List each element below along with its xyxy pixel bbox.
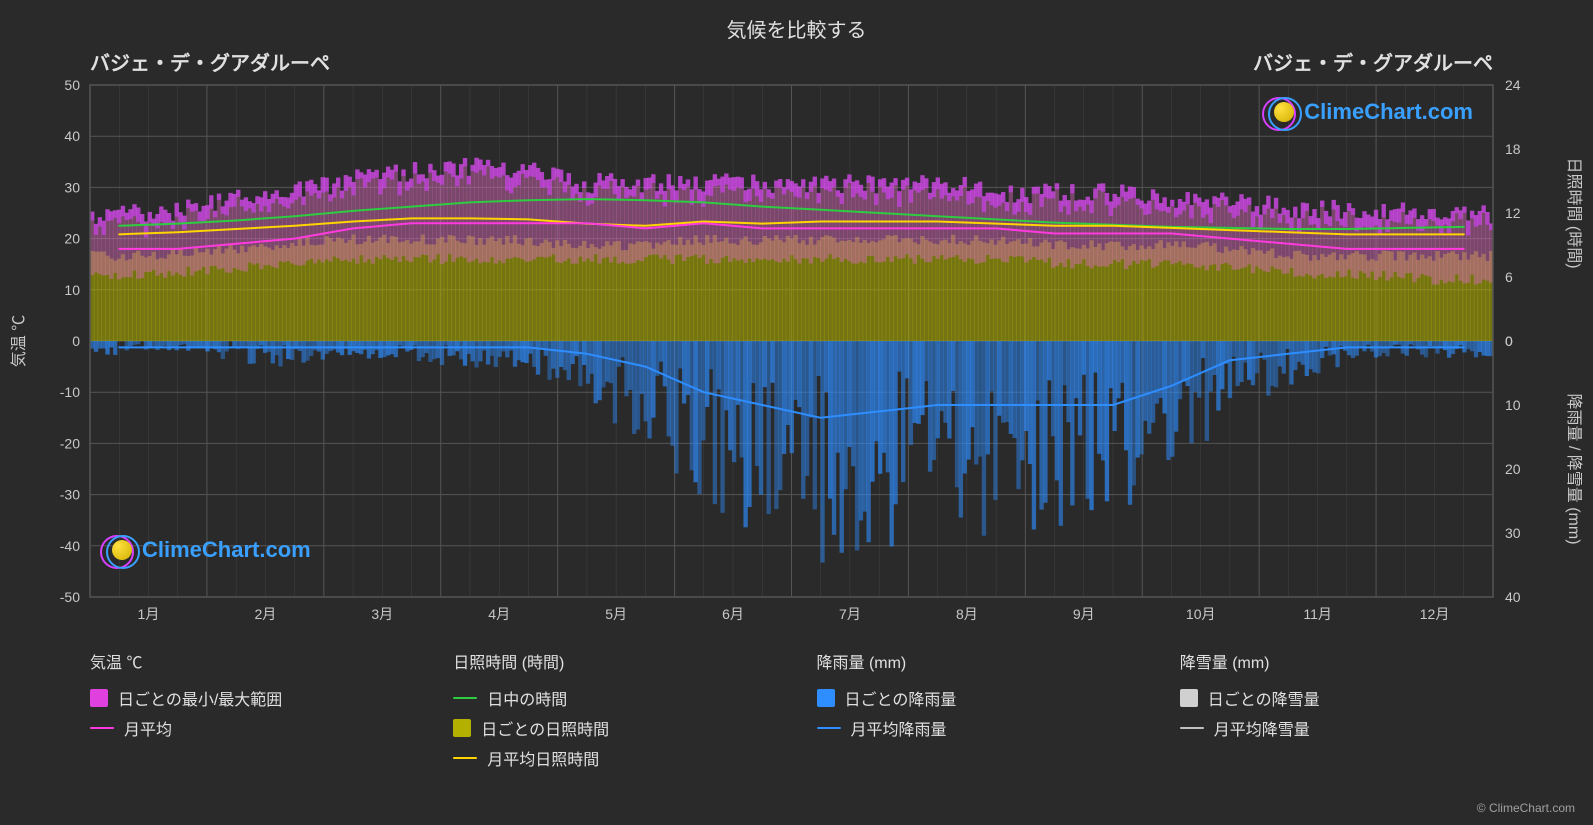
svg-text:3月: 3月 — [371, 606, 393, 622]
legend-col-sunshine: 日照時間 (時間) 日中の時間日ごとの日照時間月平均日照時間 — [453, 649, 776, 773]
svg-text:12: 12 — [1505, 205, 1521, 221]
svg-text:20: 20 — [64, 231, 80, 247]
location-right-label: バジェ・デ・グアダルーペ — [1253, 47, 1493, 76]
svg-text:0: 0 — [1505, 333, 1513, 349]
svg-text:9月: 9月 — [1073, 606, 1095, 622]
svg-text:0: 0 — [72, 333, 80, 349]
legend-swatch-icon — [90, 689, 108, 707]
svg-text:11月: 11月 — [1303, 606, 1332, 622]
svg-text:40: 40 — [64, 128, 80, 144]
svg-text:-50: -50 — [60, 589, 80, 605]
legend-row: 月平均日照時間 — [453, 743, 776, 773]
copyright-label: © ClimeChart.com — [1477, 801, 1575, 815]
svg-text:降雨量 / 降雪量 (mm): 降雨量 / 降雪量 (mm) — [1565, 393, 1583, 544]
location-left-label: バジェ・デ・グアダルーペ — [90, 47, 330, 76]
legend-row: 月平均 — [90, 713, 413, 743]
chart-title: 気候を比較する — [0, 0, 1593, 43]
svg-text:-40: -40 — [60, 538, 80, 554]
legend-label: 月平均 — [124, 716, 172, 740]
legend-row: 月平均降雨量 — [817, 713, 1140, 743]
legend-line-icon — [453, 697, 477, 699]
legend-line-icon — [817, 727, 841, 729]
svg-text:10: 10 — [1505, 397, 1521, 413]
svg-text:気温 ℃: 気温 ℃ — [10, 315, 28, 367]
svg-text:24: 24 — [1505, 77, 1521, 93]
location-row: バジェ・デ・グアダルーペ バジェ・デ・グアダルーペ — [0, 47, 1593, 75]
legend-col-temperature: 気温 ℃ 日ごとの最小/最大範囲月平均 — [90, 649, 413, 773]
legend-label: 日ごとの降雪量 — [1208, 686, 1320, 710]
watermark-text: ClimeChart.com — [142, 537, 311, 563]
svg-text:30: 30 — [1505, 525, 1521, 541]
svg-text:50: 50 — [64, 77, 80, 93]
svg-text:12月: 12月 — [1420, 606, 1450, 622]
legend-label: 月平均日照時間 — [487, 746, 599, 770]
legend-label: 日中の時間 — [487, 686, 567, 710]
svg-text:10月: 10月 — [1186, 606, 1216, 622]
climechart-logo-icon — [1262, 95, 1296, 129]
legend-col-title: 降雪量 (mm) — [1180, 649, 1503, 673]
legend-col-title: 気温 ℃ — [90, 649, 413, 673]
legend-row: 日ごとの日照時間 — [453, 713, 776, 743]
svg-text:8月: 8月 — [956, 606, 978, 622]
legend-line-icon — [453, 757, 477, 759]
svg-text:1月: 1月 — [138, 606, 160, 622]
svg-text:30: 30 — [64, 179, 80, 195]
legend-col-title: 降雨量 (mm) — [817, 649, 1140, 673]
legend-swatch-icon — [1180, 689, 1198, 707]
legend-col-rain: 降雨量 (mm) 日ごとの降雨量月平均降雨量 — [817, 649, 1140, 773]
svg-text:-20: -20 — [60, 435, 80, 451]
legend-row: 日ごとの降雪量 — [1180, 683, 1503, 713]
legend-row: 月平均降雪量 — [1180, 713, 1503, 743]
svg-text:10: 10 — [64, 282, 80, 298]
svg-text:20: 20 — [1505, 461, 1521, 477]
legend-swatch-icon — [453, 719, 471, 737]
svg-text:18: 18 — [1505, 141, 1521, 157]
svg-text:-10: -10 — [60, 384, 80, 400]
legend-label: 日ごとの最小/最大範囲 — [118, 686, 282, 710]
legend-row: 日ごとの降雨量 — [817, 683, 1140, 713]
svg-text:5月: 5月 — [605, 606, 627, 622]
climechart-logo-icon — [100, 533, 134, 567]
svg-text:2月: 2月 — [254, 606, 276, 622]
legend-line-icon — [1180, 727, 1204, 729]
watermark-bottom-left: ClimeChart.com — [100, 533, 311, 567]
svg-text:-30: -30 — [60, 487, 80, 503]
legend-label: 月平均降雪量 — [1214, 716, 1310, 740]
watermark-text: ClimeChart.com — [1304, 99, 1473, 125]
svg-text:4月: 4月 — [488, 606, 510, 622]
svg-text:6月: 6月 — [722, 606, 744, 622]
svg-text:7月: 7月 — [839, 606, 861, 622]
legend: 気温 ℃ 日ごとの最小/最大範囲月平均 日照時間 (時間) 日中の時間日ごとの日… — [0, 635, 1593, 773]
legend-col-title: 日照時間 (時間) — [453, 649, 776, 673]
legend-row: 日中の時間 — [453, 683, 776, 713]
svg-text:40: 40 — [1505, 589, 1521, 605]
legend-row: 日ごとの最小/最大範囲 — [90, 683, 413, 713]
watermark-top-right: ClimeChart.com — [1262, 95, 1473, 129]
legend-label: 日ごとの降雨量 — [845, 686, 957, 710]
plot-area: -50 -40 -30 -20 -10 0 10 20 30 40 50 1月 2月 3月 4月 5月 6月 7月… — [0, 75, 1593, 635]
svg-text:6: 6 — [1505, 269, 1513, 285]
legend-swatch-icon — [817, 689, 835, 707]
legend-line-icon — [90, 727, 114, 729]
svg-text:日照時間 (時間): 日照時間 (時間) — [1565, 157, 1583, 268]
legend-label: 月平均降雨量 — [851, 716, 947, 740]
legend-col-snow: 降雪量 (mm) 日ごとの降雪量月平均降雪量 — [1180, 649, 1503, 773]
legend-label: 日ごとの日照時間 — [481, 716, 609, 740]
